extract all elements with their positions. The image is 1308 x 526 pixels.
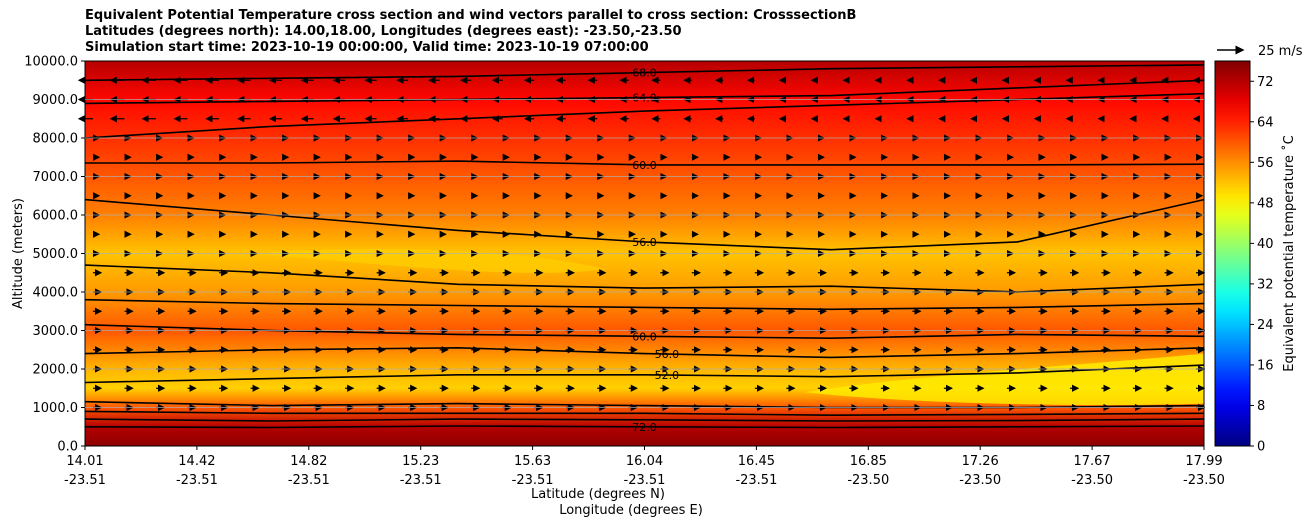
contour-line: [84, 298, 1205, 311]
y-tick-label: 2000.0: [33, 363, 79, 378]
y-tick-label: 4000.0: [33, 286, 79, 301]
y-tick-label: 3000.0: [33, 324, 79, 339]
colorbar-tick-label: 56: [1257, 156, 1274, 171]
y-tick-label: 0.0: [57, 440, 78, 455]
x-tick-label-lat: 15.63: [514, 454, 551, 469]
x-tick-label-lat: 14.01: [66, 454, 103, 469]
colorbar-tick-label: 40: [1257, 237, 1274, 252]
y-tick-label: 8000.0: [33, 132, 79, 147]
x-tick-label-lat: 14.42: [178, 454, 215, 469]
x-tick-label-lon: -23.51: [176, 473, 218, 488]
colorbar-tick-label: 8: [1257, 399, 1265, 414]
contour-label: 64.0: [632, 92, 657, 105]
colorbar-tick-label: 48: [1257, 196, 1274, 211]
x-axis-label-lon: Longitude (degrees E): [559, 503, 703, 518]
contour-line: [84, 346, 1205, 359]
x-axis-label-lat: Latitude (degrees N): [531, 487, 665, 502]
x-tick-label-lon: -23.50: [1071, 473, 1113, 488]
x-tick-label-lon: -23.51: [735, 473, 777, 488]
x-tick-label-lon: -23.51: [288, 473, 330, 488]
contour-line: [85, 160, 1205, 166]
x-tick-label-lon: -23.51: [624, 473, 666, 488]
x-tick-label-lon: -23.51: [400, 473, 442, 488]
contour-label: 56.0: [632, 236, 657, 249]
contour-label: 60.0: [632, 330, 657, 343]
x-tick-label-lon: -23.50: [1183, 473, 1225, 488]
contour-line: [84, 410, 1205, 417]
low-theta-region-upper: [255, 248, 605, 273]
colorbar: [1214, 60, 1251, 447]
contour-line: [84, 425, 1205, 429]
y-tick-label: 1000.0: [33, 401, 79, 416]
x-tick-label-lat: 16.85: [850, 454, 887, 469]
y-axis-label: Altitude (meters): [11, 198, 26, 309]
chart-title-line-1: Equivalent Potential Temperature cross s…: [85, 8, 857, 23]
x-tick-label-lat: 14.82: [290, 454, 327, 469]
contour-label: 72.0: [632, 421, 657, 434]
contour-label: 56.0: [655, 348, 680, 361]
chart-title-line-2: Latitudes (degrees north): 14.00,18.00, …: [85, 24, 682, 39]
chart-title-line-3: Simulation start time: 2023-10-19 00:00:…: [85, 40, 649, 55]
y-tick-label: 5000.0: [33, 247, 79, 262]
colorbar-tick-label: 32: [1257, 277, 1274, 292]
x-tick-label-lat: 16.45: [738, 454, 775, 469]
colorbar-tick-label: 64: [1257, 115, 1274, 130]
y-tick-label: 6000.0: [33, 209, 79, 224]
x-tick-label-lat: 16.04: [626, 454, 663, 469]
colorbar-tick-label: 24: [1257, 318, 1274, 333]
y-tick-label: 7000.0: [33, 170, 79, 185]
y-tick-label: 10000.0: [24, 55, 78, 70]
colorbar-tick-label: 72: [1257, 75, 1274, 90]
x-tick-label-lat: 15.23: [402, 454, 439, 469]
contour-label: 60.0: [632, 159, 657, 172]
x-tick-label-lon: -23.51: [512, 473, 554, 488]
contour-line: [84, 364, 1205, 384]
x-tick-label-lon: -23.50: [959, 473, 1001, 488]
x-tick-label-lat: 17.99: [1185, 454, 1222, 469]
x-tick-label-lon: -23.50: [847, 473, 889, 488]
x-tick-label-lat: 17.26: [962, 454, 999, 469]
contour-label: 52.0: [655, 369, 680, 382]
contour-line: [84, 418, 1205, 422]
x-tick-label-lon: -23.51: [64, 473, 106, 488]
contour-label: 68.0: [632, 67, 657, 80]
colorbar-tick-label: 0: [1257, 440, 1265, 455]
colorbar-tick-label: 16: [1257, 358, 1274, 373]
quiver-key-label: 25 m/s: [1258, 44, 1303, 59]
colorbar-label: Equivalent potential temperature ˚C: [1281, 135, 1297, 371]
y-tick-label: 9000.0: [33, 93, 79, 108]
x-tick-label-lat: 17.67: [1073, 454, 1110, 469]
